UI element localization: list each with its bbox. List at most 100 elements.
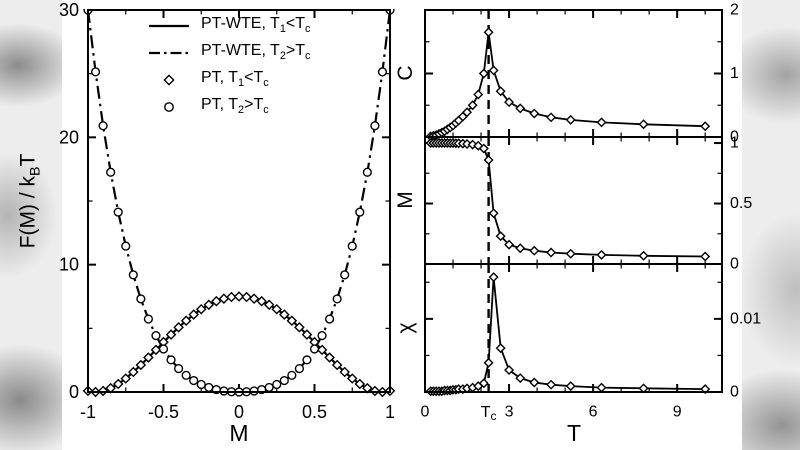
circle-marker [113, 207, 123, 217]
panel-frame [424, 136, 723, 265]
circle-marker-icon [164, 101, 174, 112]
diamond-marker [346, 373, 358, 384]
diamond-marker [120, 373, 132, 384]
diamond-marker [483, 154, 494, 165]
tick-label: 0.5 [302, 402, 327, 422]
tick-label: 9 [673, 404, 682, 421]
magnetization-series [425, 138, 711, 262]
diamond-marker [565, 248, 576, 259]
circle-marker-sample [164, 101, 174, 112]
diamond-marker [97, 385, 109, 397]
magnetization-markers [425, 138, 711, 262]
circle-marker [370, 121, 380, 131]
diamond-marker [504, 97, 515, 108]
tick-label: 2 [730, 2, 739, 19]
tick-label: 0.5 [730, 195, 752, 212]
diamond-marker [165, 329, 177, 340]
diamond-marker [369, 385, 381, 397]
tick-label: 6 [589, 404, 598, 421]
diamond-marker [638, 250, 649, 261]
specific-heat-markers [425, 27, 711, 142]
diamond-marker [478, 378, 489, 389]
chi-axis-label: χ [394, 322, 417, 334]
diamond-marker [248, 293, 260, 304]
diamond-marker [515, 243, 526, 254]
circle-marker [294, 363, 305, 374]
circle-marker [317, 330, 327, 341]
diamond-marker [135, 359, 147, 371]
diamond-marker [301, 329, 313, 340]
circle-marker [90, 67, 101, 77]
tick-label: 1 [730, 135, 739, 152]
diamond-marker [478, 68, 489, 79]
diamond-marker [180, 315, 192, 326]
circle-marker [302, 355, 312, 365]
diamond-marker [596, 117, 607, 128]
circle-marker [219, 386, 229, 396]
m-axis-title: M [229, 420, 249, 446]
solid-line-icon [149, 24, 189, 27]
diamond-marker [286, 315, 298, 326]
diamond-marker [263, 299, 275, 311]
susceptibility-series [425, 272, 711, 397]
circle-marker [249, 386, 259, 396]
specific_heat-panel: 0 1 2 [424, 2, 739, 146]
pt-above-tc-markers [83, 9, 395, 397]
diamond-marker-icon [163, 73, 175, 86]
diamond-marker [143, 352, 154, 363]
circle-marker [136, 294, 146, 304]
diamond-marker [128, 366, 139, 378]
tick-label: 20 [59, 127, 79, 147]
legend: PT-WTE, T1<Tc PT-WTE, T2>Tc PT, T1<Tc PT, T… [146, 12, 310, 120]
tick-label: 0 [69, 382, 79, 402]
free-energy-axis-label: F(M) / kBT [16, 153, 44, 249]
diamond-marker [173, 322, 184, 333]
magnetization-panel: 00.51 [424, 135, 752, 273]
tick-label: 0 [730, 256, 739, 273]
circle-marker [362, 167, 372, 177]
diamond-marker [256, 295, 267, 307]
circle-marker [106, 167, 116, 177]
panel-frame [424, 263, 723, 393]
diamond-marker [495, 231, 506, 242]
susceptibility-markers [425, 272, 711, 397]
diamond-marker [546, 379, 557, 390]
diamond-marker [515, 373, 526, 384]
diamond-marker [565, 114, 576, 125]
tick-label: 0.01 [730, 310, 761, 327]
diamond-marker [488, 208, 499, 219]
susceptibility-line [430, 276, 706, 393]
diamond-marker [504, 239, 515, 250]
diamond-marker [488, 272, 499, 283]
tick-label: 0 [730, 129, 739, 146]
diamond-marker [150, 344, 162, 356]
circle-marker [340, 270, 350, 280]
diamond-marker [700, 121, 711, 132]
legend-label: PT-WTE, T1<Tc [201, 15, 311, 36]
diamond-marker [233, 291, 245, 302]
circle-marker [377, 67, 388, 77]
tick-label: -1 [80, 402, 96, 422]
legend-item: PT, T2>Tc [146, 93, 310, 120]
diamond-marker [529, 108, 540, 119]
tick-label: 0 [730, 384, 739, 401]
circle-marker [174, 363, 184, 374]
c-axis-label: C [394, 65, 417, 81]
circle-marker [287, 370, 297, 380]
diamond-marker [596, 382, 607, 393]
pt-below-tc-markers [82, 291, 396, 398]
diamond-marker [195, 303, 207, 315]
circle-marker [204, 382, 214, 393]
diamond-marker [478, 143, 489, 154]
figure-canvas [62, 0, 742, 450]
circle-marker [143, 314, 154, 324]
tick-label: 1 [730, 65, 739, 82]
diamond-marker [495, 86, 506, 97]
tick-label: 0 [234, 402, 244, 422]
diamond-marker [700, 251, 711, 262]
tc-tick-label: Tc [481, 404, 497, 424]
diamond-marker [188, 309, 199, 320]
specific_heat-series [425, 27, 711, 142]
